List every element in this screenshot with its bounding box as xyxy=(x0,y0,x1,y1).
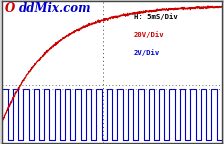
Text: H: 5mS/Div: H: 5mS/Div xyxy=(134,13,178,20)
Text: ddMix.com: ddMix.com xyxy=(19,2,91,15)
Text: 2V/Div: 2V/Div xyxy=(134,49,160,56)
Text: 20V/Div: 20V/Div xyxy=(134,31,165,38)
Text: O: O xyxy=(4,2,15,15)
